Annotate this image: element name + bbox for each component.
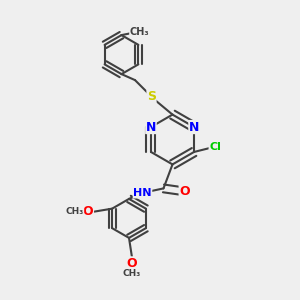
Text: HN: HN	[133, 188, 152, 198]
Text: CH₃: CH₃	[123, 269, 141, 278]
Text: O: O	[83, 205, 93, 218]
Text: Cl: Cl	[209, 142, 221, 152]
Text: O: O	[127, 257, 137, 270]
Text: N: N	[146, 121, 156, 134]
Text: N: N	[189, 121, 199, 134]
Text: O: O	[179, 185, 190, 198]
Text: CH₃: CH₃	[130, 27, 149, 37]
Text: CH₃: CH₃	[65, 207, 84, 216]
Text: S: S	[147, 90, 156, 103]
